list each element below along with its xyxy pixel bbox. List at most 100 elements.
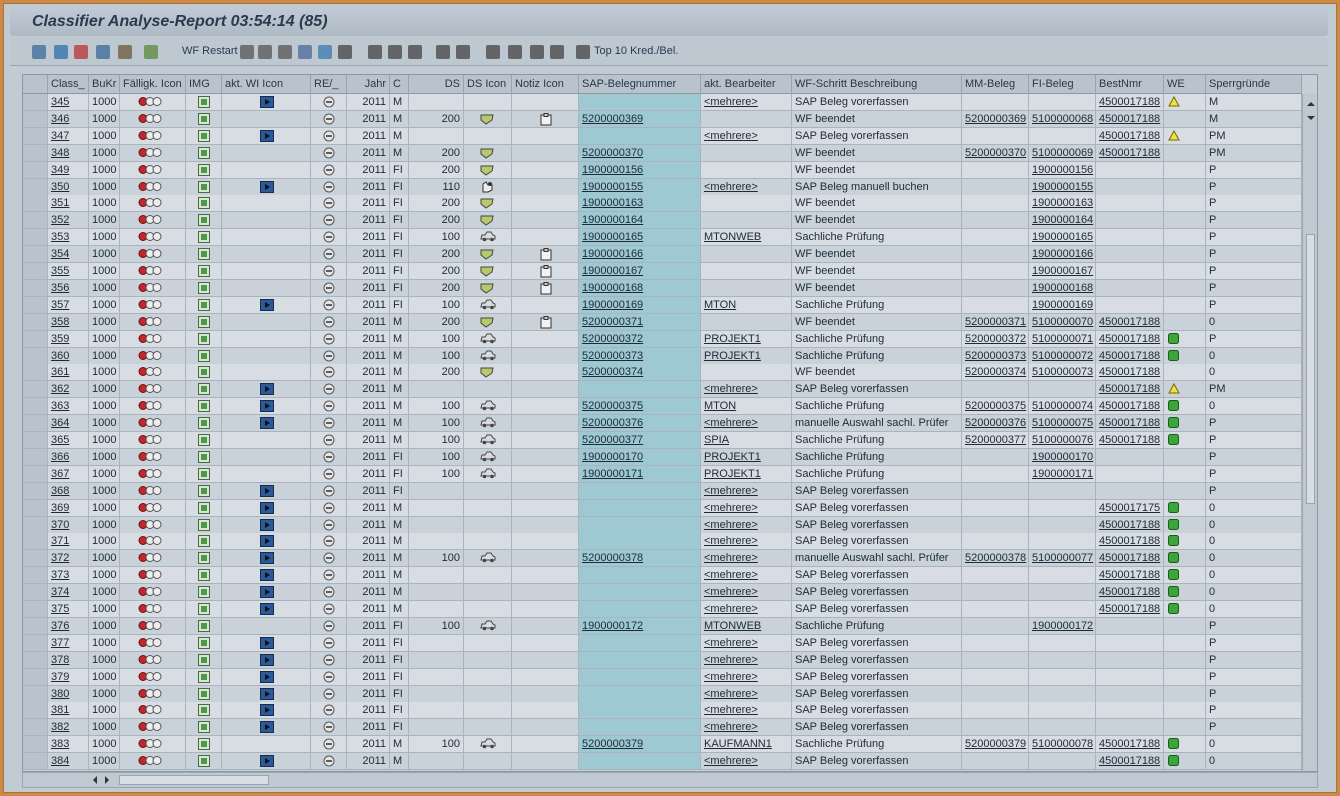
link-cell[interactable]: 1900000163 — [579, 195, 701, 213]
row-selector[interactable] — [23, 432, 48, 449]
link-cell[interactable]: <mehrere> — [701, 584, 792, 602]
link-cell[interactable]: 380 — [48, 685, 89, 703]
row-selector[interactable] — [23, 144, 48, 162]
column-header[interactable]: BestNmr — [1096, 75, 1164, 94]
link-cell[interactable]: <mehrere> — [701, 719, 792, 737]
link-cell[interactable]: <mehrere> — [701, 415, 792, 433]
link-cell[interactable]: <mehrere> — [701, 482, 792, 500]
link-cell[interactable]: 4500017188 — [1096, 127, 1164, 145]
toolbar-button[interactable] — [54, 45, 68, 59]
link-cell[interactable]: 371 — [48, 533, 89, 551]
toolbar-button-label[interactable]: WF Restart — [182, 45, 238, 57]
link-cell[interactable]: 5200000378 — [579, 550, 701, 568]
link-cell[interactable]: 5200000373 — [579, 347, 701, 365]
link-cell[interactable]: 1900000171 — [579, 465, 701, 483]
row-selector[interactable] — [23, 110, 48, 128]
link-cell[interactable]: 4500017188 — [1096, 601, 1164, 618]
toolbar-button-label[interactable]: Top 10 Kred./Bel. — [594, 45, 679, 57]
row-selector[interactable] — [23, 195, 48, 213]
link-cell[interactable]: 1900000167 — [579, 263, 701, 280]
row-selector[interactable] — [23, 381, 48, 399]
link-cell[interactable]: 360 — [48, 347, 89, 365]
horizontal-scrollbar[interactable] — [22, 772, 1318, 788]
link-cell[interactable]: 352 — [48, 212, 89, 230]
link-cell[interactable]: <mehrere> — [701, 550, 792, 568]
link-cell[interactable]: 345 — [48, 94, 89, 111]
row-selector[interactable] — [23, 634, 48, 652]
toolbar-button[interactable] — [486, 45, 500, 59]
link-cell[interactable]: <mehrere> — [701, 516, 792, 534]
link-cell[interactable]: 364 — [48, 415, 89, 433]
column-header[interactable]: DS — [409, 75, 464, 94]
link-cell[interactable]: 5100000073 — [1029, 364, 1096, 382]
row-selector[interactable] — [23, 229, 48, 247]
link-cell[interactable]: 4500017188 — [1096, 347, 1164, 365]
row-selector[interactable] — [23, 94, 48, 111]
row-selector[interactable] — [23, 668, 48, 686]
link-cell[interactable]: <mehrere> — [701, 178, 792, 196]
link-cell[interactable]: 1900000170 — [579, 448, 701, 466]
link-cell[interactable]: 1900000164 — [579, 212, 701, 230]
link-cell[interactable]: 1900000166 — [1029, 246, 1096, 264]
row-selector[interactable] — [23, 601, 48, 618]
link-cell[interactable]: 5200000376 — [579, 415, 701, 433]
row-selector[interactable] — [23, 702, 48, 720]
link-cell[interactable]: 5100000068 — [1029, 110, 1096, 128]
toolbar-button[interactable] — [338, 45, 352, 59]
link-cell[interactable]: 5100000075 — [1029, 415, 1096, 433]
toolbar-button[interactable] — [576, 45, 590, 59]
link-cell[interactable]: 4500017188 — [1096, 110, 1164, 128]
toolbar-button[interactable] — [32, 45, 46, 59]
column-header[interactable]: SAP-Belegnummer — [579, 75, 701, 94]
link-cell[interactable]: 369 — [48, 499, 89, 517]
link-cell[interactable]: MTONWEB — [701, 617, 792, 635]
link-cell[interactable]: <mehrere> — [701, 127, 792, 145]
link-cell[interactable]: 1900000156 — [1029, 161, 1096, 179]
row-selector[interactable] — [23, 584, 48, 602]
link-cell[interactable]: 1900000166 — [579, 246, 701, 264]
link-cell[interactable]: 379 — [48, 668, 89, 686]
toolbar-button[interactable] — [508, 45, 522, 59]
row-selector[interactable] — [23, 178, 48, 196]
link-cell[interactable]: 1900000169 — [1029, 296, 1096, 314]
column-header[interactable]: Sperrgründe — [1206, 75, 1302, 94]
row-selector[interactable] — [23, 533, 48, 551]
link-cell[interactable]: 4500017175 — [1096, 499, 1164, 517]
link-cell[interactable]: 5200000375 — [962, 398, 1029, 416]
link-cell[interactable]: <mehrere> — [701, 499, 792, 517]
link-cell[interactable]: 1900000172 — [579, 617, 701, 635]
link-cell[interactable]: 363 — [48, 398, 89, 416]
column-header[interactable]: RE/_ — [311, 75, 347, 94]
link-cell[interactable]: 5100000077 — [1029, 550, 1096, 568]
row-selector[interactable] — [23, 263, 48, 280]
link-cell[interactable]: 5100000074 — [1029, 398, 1096, 416]
link-cell[interactable]: 5200000377 — [579, 432, 701, 449]
column-header[interactable]: BuKr — [89, 75, 120, 94]
row-selector[interactable] — [23, 736, 48, 754]
link-cell[interactable]: 362 — [48, 381, 89, 399]
toolbar-button[interactable] — [118, 45, 132, 59]
link-cell[interactable]: 4500017188 — [1096, 550, 1164, 568]
column-header[interactable]: IMG — [186, 75, 222, 94]
link-cell[interactable]: 347 — [48, 127, 89, 145]
link-cell[interactable]: 1900000165 — [1029, 229, 1096, 247]
row-selector[interactable] — [23, 753, 48, 771]
column-header[interactable]: MM-Beleg — [962, 75, 1029, 94]
link-cell[interactable]: 5200000379 — [579, 736, 701, 754]
link-cell[interactable]: MTONWEB — [701, 229, 792, 247]
link-cell[interactable]: 5200000377 — [962, 432, 1029, 449]
toolbar-button[interactable] — [298, 45, 312, 59]
link-cell[interactable]: 368 — [48, 482, 89, 500]
link-cell[interactable]: 4500017188 — [1096, 432, 1164, 449]
link-cell[interactable]: PROJEKT1 — [701, 448, 792, 466]
link-cell[interactable]: 4500017188 — [1096, 567, 1164, 585]
link-cell[interactable]: 4500017188 — [1096, 94, 1164, 111]
link-cell[interactable]: 374 — [48, 584, 89, 602]
column-header[interactable]: Notiz Icon — [512, 75, 579, 94]
row-selector[interactable] — [23, 364, 48, 382]
link-cell[interactable]: 1900000155 — [1029, 178, 1096, 196]
link-cell[interactable]: 373 — [48, 567, 89, 585]
link-cell[interactable]: 5200000369 — [579, 110, 701, 128]
link-cell[interactable]: 4500017188 — [1096, 398, 1164, 416]
row-selector[interactable] — [23, 567, 48, 585]
